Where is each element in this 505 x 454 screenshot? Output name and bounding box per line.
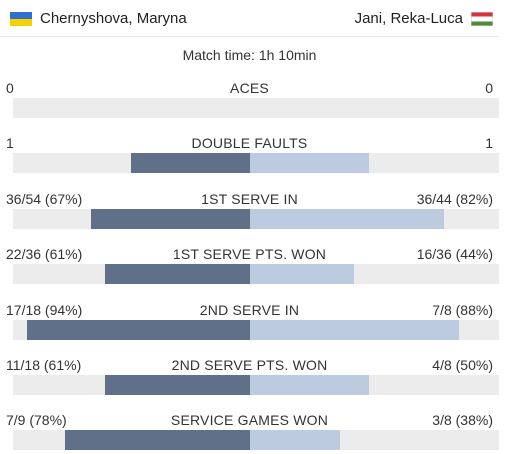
- stat-row: 11/18 (61%) 2ND SERVE PTS. WON 4/8 (50%): [0, 357, 499, 395]
- stat-bar-track: [13, 98, 499, 118]
- stat-left-value: 7/9 (78%): [6, 412, 67, 428]
- stat-row: 1 DOUBLE FAULTS 1: [0, 135, 499, 173]
- stat-label: 2ND SERVE IN: [199, 302, 300, 318]
- player-right: Jani, Reka-Luca: [355, 10, 493, 27]
- stat-bar-left: [105, 375, 250, 395]
- stat-bar-right: [250, 375, 369, 395]
- stat-left-value: 0: [6, 80, 14, 96]
- stat-bar-track: [13, 320, 499, 340]
- stat-bar-left: [131, 153, 250, 173]
- player-left-name: Chernyshova, Maryna: [40, 10, 187, 27]
- stat-left-value: 36/54 (67%): [6, 191, 83, 207]
- stat-row: 7/9 (78%) SERVICE GAMES WON 3/8 (38%): [0, 412, 499, 450]
- stat-bar-track: [13, 375, 499, 395]
- stat-bar-track: [13, 264, 499, 284]
- stat-left-value: 17/18 (94%): [6, 302, 83, 318]
- stat-label: SERVICE GAMES WON: [170, 412, 329, 428]
- stat-bar-left: [91, 209, 250, 229]
- stat-bar-right: [250, 264, 354, 284]
- stat-right-value: 36/44 (82%): [416, 191, 493, 207]
- stat-row: 22/36 (61%) 1ST SERVE PTS. WON 16/36 (44%): [0, 246, 499, 284]
- stat-left-value: 22/36 (61%): [6, 246, 83, 262]
- stat-bar-left: [105, 264, 250, 284]
- stat-right-value: 16/36 (44%): [416, 246, 493, 262]
- stat-right-value: 1: [485, 135, 493, 151]
- stat-bar-left: [27, 320, 250, 340]
- match-time: Match time: 1h 10min: [182, 47, 317, 63]
- stat-row: 17/18 (94%) 2ND SERVE IN 7/8 (88%): [0, 302, 499, 340]
- stat-bar-right: [250, 320, 459, 340]
- stat-right-value: 3/8 (38%): [432, 412, 493, 428]
- stat-bar-left: [65, 430, 250, 450]
- stat-label: DOUBLE FAULTS: [191, 135, 308, 151]
- stat-label: 2ND SERVE PTS. WON: [171, 357, 328, 373]
- hungary-flag-icon: [471, 11, 493, 26]
- player-right-name: Jani, Reka-Luca: [354, 10, 463, 27]
- player-left: Chernyshova, Maryna: [10, 10, 187, 27]
- stat-right-value: 0: [485, 80, 493, 96]
- stat-right-value: 4/8 (50%): [432, 357, 493, 373]
- stat-row: 36/54 (67%) 1ST SERVE IN 36/44 (82%): [0, 191, 499, 229]
- ukraine-flag-icon: [10, 11, 32, 26]
- stat-label: 1ST SERVE PTS. WON: [172, 246, 327, 262]
- stat-left-value: 11/18 (61%): [6, 357, 82, 373]
- stat-row: 0 ACES 0: [0, 80, 499, 118]
- header-divider: [0, 36, 499, 37]
- stat-bar-track: [13, 209, 499, 229]
- stat-left-value: 1: [6, 135, 14, 151]
- stat-label: ACES: [230, 80, 269, 96]
- stat-bar-right: [250, 153, 369, 173]
- stat-bar-track: [13, 430, 499, 450]
- stat-label: 1ST SERVE IN: [201, 191, 298, 207]
- stat-right-value: 7/8 (88%): [432, 302, 493, 318]
- match-header: Chernyshova, Maryna Jani, Reka-Luca: [0, 0, 505, 38]
- stat-bar-track: [13, 153, 499, 173]
- stat-bar-right: [250, 209, 444, 229]
- stat-bar-right: [250, 430, 340, 450]
